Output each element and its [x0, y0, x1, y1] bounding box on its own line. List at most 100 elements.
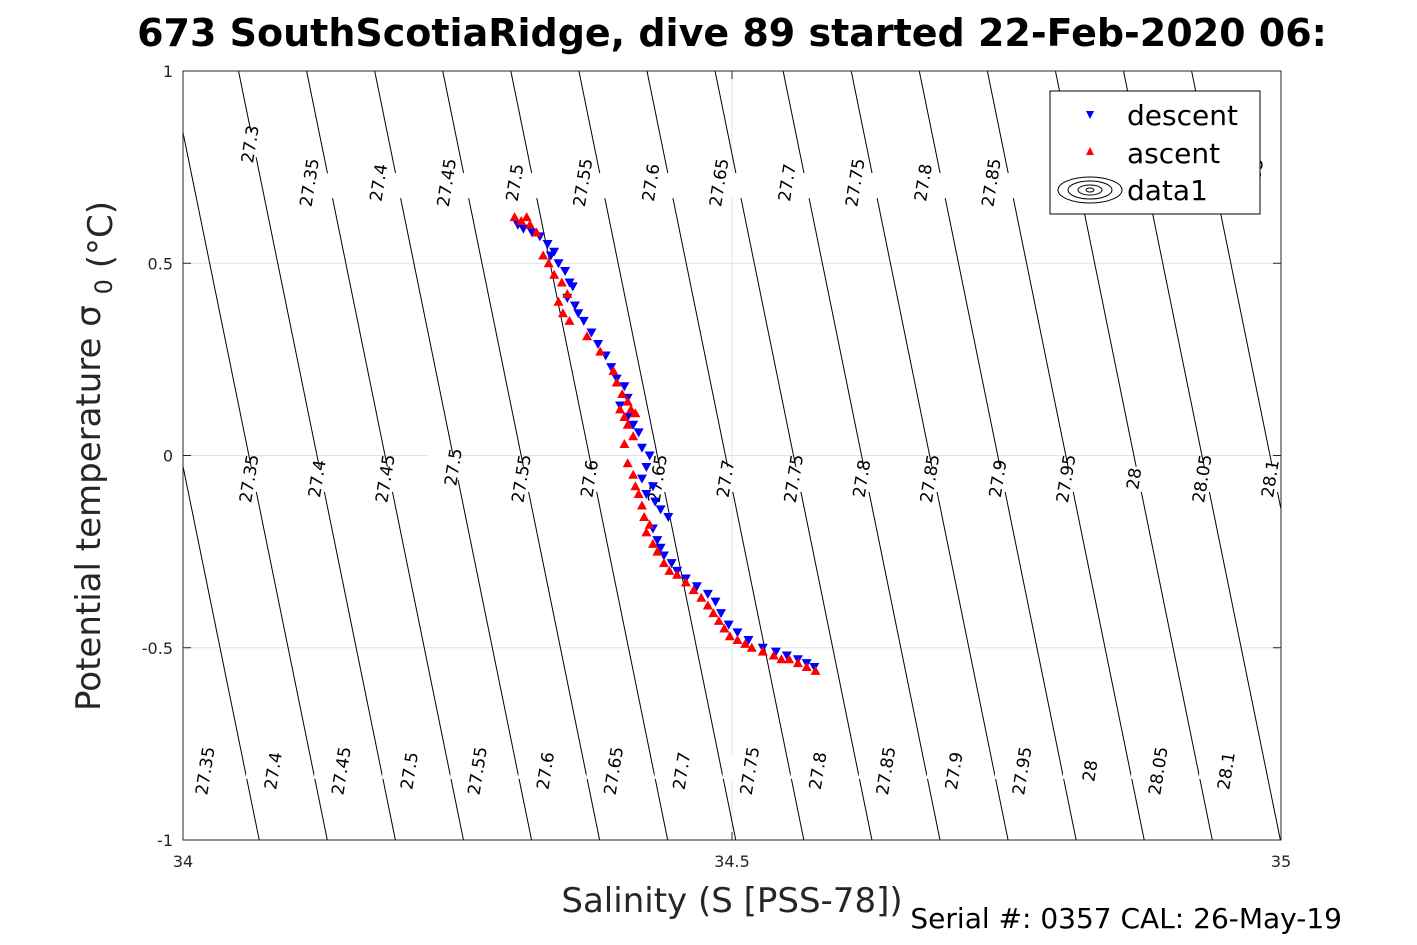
ascent-point	[746, 642, 757, 652]
descent-point	[663, 513, 674, 523]
descent-point	[641, 463, 652, 473]
legend-ascent-label: ascent	[1127, 137, 1220, 170]
descent-point	[652, 536, 663, 546]
ascent-point	[625, 404, 636, 414]
descent-point	[658, 551, 669, 561]
contour-label-background	[834, 462, 890, 495]
ascent-point	[553, 296, 564, 306]
ascent-point	[641, 527, 652, 537]
isopycnal-line	[918, 71, 1077, 840]
contour-label-background	[970, 462, 1026, 495]
y-tick-label: 1	[163, 62, 173, 81]
contour-label-background	[1174, 462, 1230, 495]
ascent-point	[680, 577, 691, 587]
contour-label-background	[289, 462, 345, 495]
descent-point	[553, 259, 564, 269]
ascent-point	[521, 212, 532, 222]
serial-annotation: Serial #: 0357 CAL: 26-May-19	[910, 902, 1342, 935]
descent-point	[647, 482, 658, 492]
isopycnal-line	[986, 71, 1145, 840]
descent-point	[633, 428, 644, 438]
ascent-point	[633, 488, 644, 498]
contour-label-background	[629, 462, 685, 495]
ascent-point	[757, 646, 768, 656]
ascent-point	[619, 438, 630, 448]
ascent-point	[776, 654, 787, 664]
descent-point	[586, 328, 597, 338]
descent-point	[644, 451, 655, 461]
contour-label-background	[425, 451, 481, 483]
x-tick-label: 34	[173, 852, 193, 871]
contour-label-background	[858, 754, 914, 787]
descent-point	[567, 282, 578, 292]
contour-label-background	[902, 462, 958, 495]
y-axis-label-unit: (°C)	[81, 201, 121, 268]
ascent-point	[652, 546, 663, 556]
contour-label-background	[487, 166, 543, 199]
contour-label-background	[623, 166, 679, 199]
contour-label-background	[697, 462, 753, 495]
x-axis-label: Salinity (S [PSS-78])	[561, 881, 902, 921]
y-axis-label: Potential temperature σ 0 (°C)	[69, 201, 121, 711]
descent-point	[809, 662, 820, 672]
contour-label: 28	[1079, 759, 1102, 784]
contour-label-background	[357, 462, 413, 495]
y-axis-label-subscript: 0	[90, 279, 118, 294]
contour-label-background	[313, 754, 369, 787]
isopycnal-line	[510, 71, 669, 840]
ascent-point	[619, 412, 630, 422]
ascent-point	[622, 458, 633, 468]
axis-ticks: 34 34.5 35 -1 -0.5 0 0.5 1	[142, 62, 1291, 871]
ascent-point	[792, 658, 803, 668]
contour-label-background	[493, 462, 549, 495]
ascent-point	[810, 665, 821, 675]
descent-point	[606, 363, 617, 373]
descent-point	[573, 309, 584, 319]
chart-title: 673 SouthScotiaRidge, dive 89 started 22…	[137, 11, 1327, 55]
descent-point	[743, 636, 754, 646]
ascent-point	[543, 258, 554, 268]
ascent-point	[622, 396, 633, 406]
descent-point	[710, 597, 721, 607]
isopycnal-line	[646, 71, 805, 840]
ascent-series	[509, 212, 821, 675]
ascent-point	[784, 654, 795, 664]
ascent-point	[509, 212, 520, 222]
contour-label-background	[691, 166, 747, 199]
descent-point	[636, 443, 647, 453]
y-tick-label: -0.5	[142, 639, 173, 658]
contour-label-background	[1062, 754, 1118, 787]
contour-label-background	[926, 754, 982, 787]
legend-data1-label: data1	[1127, 174, 1208, 207]
ascent-point	[688, 585, 699, 595]
isopycnal-line	[578, 71, 737, 840]
legend-contour-icon	[1057, 176, 1123, 204]
legend: descent ascent data1	[1049, 90, 1261, 215]
contour-label-background	[895, 166, 951, 199]
descent-point	[578, 316, 589, 326]
ascent-point	[658, 558, 669, 568]
contour-label-background	[281, 166, 337, 199]
ascent-point	[557, 308, 568, 318]
descent-series	[512, 220, 820, 672]
ascent-point	[628, 431, 639, 441]
contour-label-background	[245, 754, 301, 787]
ascent-point	[538, 250, 549, 260]
descent-point	[636, 474, 647, 484]
contour-label-background	[350, 166, 407, 199]
ascent-point	[696, 592, 707, 602]
ascent-point	[622, 419, 633, 429]
legend-descent-marker	[1086, 111, 1094, 119]
contour-label-background	[994, 754, 1050, 787]
ascent-point	[617, 388, 628, 398]
contour-label-background	[1242, 462, 1298, 495]
ascent-point	[732, 635, 743, 645]
legend-descent-label: descent	[1127, 99, 1238, 132]
ascent-point	[628, 469, 639, 479]
ascent-point	[595, 346, 606, 356]
descent-point	[691, 582, 702, 592]
ascent-point	[708, 608, 719, 618]
contour-label-background	[653, 754, 710, 787]
y-tick-label: 0.5	[148, 254, 173, 273]
grid	[183, 71, 1281, 840]
